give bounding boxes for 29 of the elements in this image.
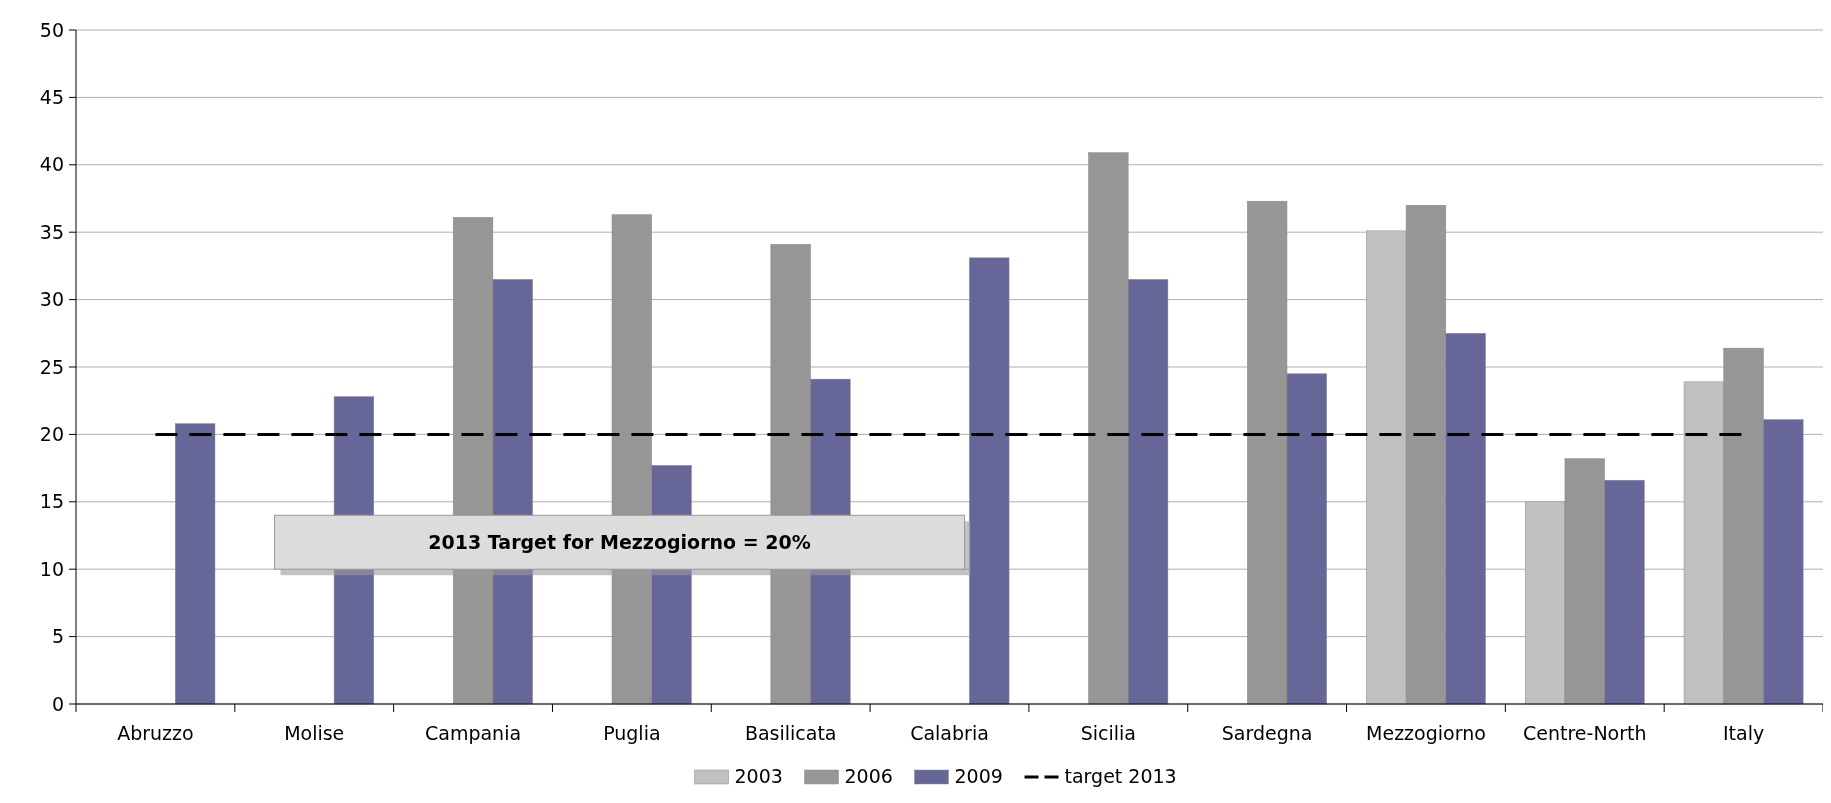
x-tick-label: Mezzogiorno [1366, 722, 1486, 744]
x-tick-label: Puglia [603, 722, 661, 744]
legend-label: 2003 [734, 765, 783, 787]
y-tick-label: 10 [39, 557, 64, 580]
y-tick-label: 40 [39, 153, 64, 176]
x-tick-label: Italy [1722, 722, 1765, 744]
x-tick-label: Sardegna [1221, 722, 1313, 744]
x-tick-label: Centre-North [1523, 722, 1647, 744]
y-tick-label: 0 [51, 692, 64, 715]
y-tick-label: 30 [39, 288, 64, 311]
y-tick-label: 15 [39, 490, 64, 513]
y-tick-label: 25 [39, 355, 64, 378]
x-tick-label: Calabria [910, 722, 989, 744]
legend-label: target 2013 [1064, 765, 1177, 787]
annotation: 2013 Target for Mezzogiorno = 20% [428, 530, 811, 553]
y-tick-label: 35 [39, 220, 64, 243]
y-tick-label: 5 [51, 625, 64, 648]
legend-label: 2009 [954, 765, 1003, 787]
x-tick-label: Sicilia [1080, 722, 1136, 744]
y-tick-label: 50 [39, 18, 64, 41]
y-tick-label: 20 [39, 423, 64, 446]
legend-label: 2006 [844, 765, 893, 787]
bar [175, 423, 216, 705]
x-tick-label: Molise [284, 722, 345, 744]
y-tick-label: 45 [39, 86, 64, 109]
x-tick-label: Campania [425, 722, 522, 744]
x-tick-label: Basilicata [744, 722, 837, 744]
x-tick-label: Abruzzo [117, 722, 194, 744]
bar [969, 257, 1010, 705]
